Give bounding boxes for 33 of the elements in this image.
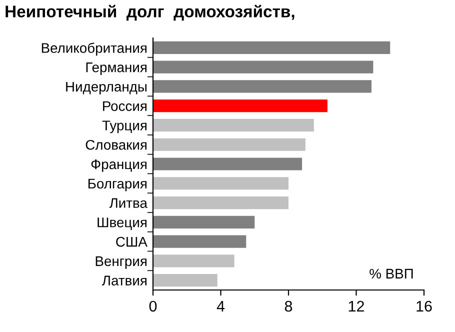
- bar: [153, 41, 390, 54]
- y-tick-label: США: [116, 236, 148, 247]
- y-tick-label: Словакия: [86, 140, 146, 150]
- bar: [153, 138, 306, 151]
- x-tick-label: 8: [284, 300, 292, 312]
- y-tick-label: Венгрия: [96, 256, 146, 269]
- x-tick-label: 12: [348, 300, 364, 312]
- y-tick-label: Германия: [86, 62, 146, 75]
- bar: [153, 60, 374, 74]
- bar: [153, 235, 246, 248]
- bar: [153, 100, 328, 112]
- bar: [153, 80, 372, 93]
- chart-title: Неипотечный долг домохозяйств,: [6, 4, 294, 21]
- bar: [153, 196, 288, 210]
- y-tick-label: Латвия: [102, 276, 146, 286]
- bar: [153, 158, 302, 170]
- x-tick-label: 4: [216, 300, 225, 312]
- y-tick-label: Россия: [103, 101, 146, 112]
- bar: [153, 274, 218, 287]
- bar: [153, 177, 288, 190]
- bar: [153, 118, 314, 132]
- bar: [153, 216, 255, 228]
- y-tick-label: Турция: [102, 120, 146, 134]
- y-tick-label: Великобритания: [42, 42, 146, 56]
- y-tick-label: Литва: [109, 198, 148, 208]
- y-tick-label: Франция: [91, 159, 146, 172]
- annotation: % ВВП: [370, 268, 413, 279]
- y-tick-label: Болгария: [88, 178, 146, 192]
- y-tick-label: Швеция: [98, 218, 146, 230]
- y-tick-label: Нидерланды: [66, 82, 146, 94]
- x-tick-label: 0: [149, 300, 157, 312]
- bar: [153, 254, 234, 268]
- x-tick-label: 16: [416, 300, 432, 312]
